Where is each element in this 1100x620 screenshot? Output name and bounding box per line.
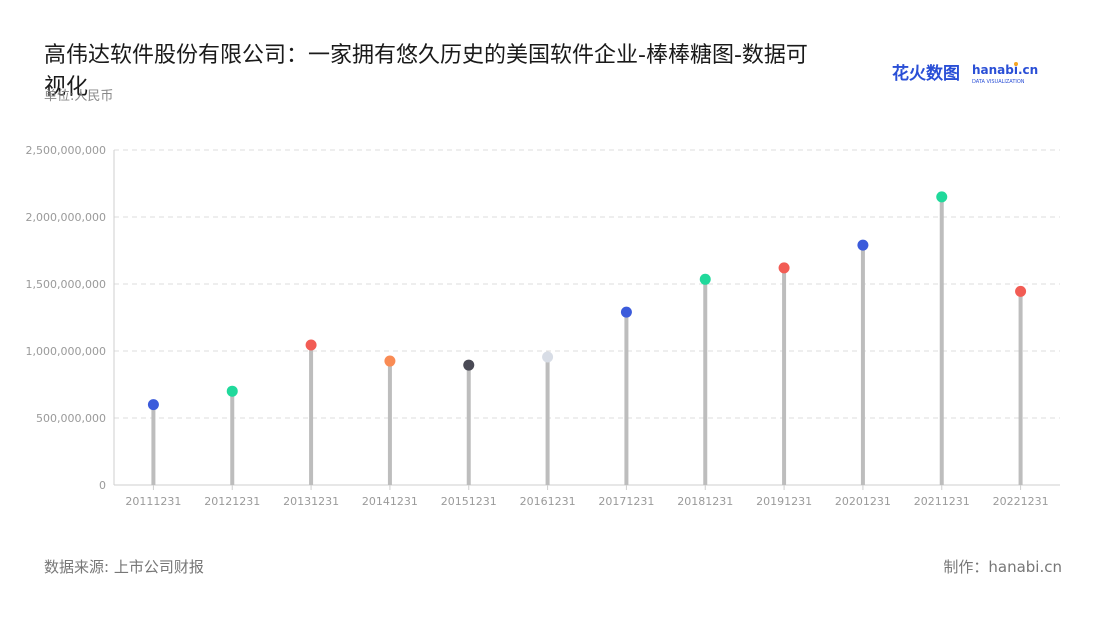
y-tick-label: 1,000,000,000	[26, 345, 106, 358]
x-tick-label: 20171231	[598, 495, 654, 508]
x-tick-label: 20161231	[520, 495, 576, 508]
lollipop-dot	[699, 273, 711, 285]
y-tick-label: 500,000,000	[36, 412, 106, 425]
data-source: 数据来源: 上市公司财报	[44, 558, 204, 576]
axis-layer: 0 500,000,000 1,000,000,000 1,500,000,000 2,…	[26, 144, 1060, 492]
x-tick-layer: 20111231 20121231 20131231 20141231 20151231…	[125, 485, 1049, 508]
y-tick-label: 0	[99, 479, 106, 492]
x-tick-label: 20221231	[993, 495, 1049, 508]
lollipop-dot	[226, 385, 238, 397]
dot-layer	[147, 191, 1027, 411]
x-tick-label: 20141231	[362, 495, 418, 508]
stem-layer	[151, 196, 1023, 485]
x-tick-label: 20151231	[441, 495, 497, 508]
x-tick-label: 20201231	[835, 495, 891, 508]
x-tick-label: 20111231	[125, 495, 181, 508]
lollipop-dot	[384, 355, 396, 367]
x-tick-label: 20191231	[756, 495, 812, 508]
lollipop-dot	[857, 239, 869, 251]
lollipop-dot	[147, 399, 159, 411]
logo-cn-text: 花火数图	[892, 63, 960, 84]
lollipop-dot	[305, 339, 317, 351]
unit-label: 单位:人民币	[44, 89, 114, 104]
grid-layer	[114, 149, 1060, 419]
x-tick-label: 20181231	[677, 495, 733, 508]
x-tick-label: 20131231	[283, 495, 339, 508]
y-tick-label: 1,500,000,000	[26, 278, 106, 291]
lollipop-dot	[620, 306, 632, 318]
hanabi-logo: 花火数图 hanabi.cn DATA VISUALIZATION	[892, 62, 1038, 85]
credit-label: 制作：hanabi.cn	[943, 558, 1062, 576]
lollipop-dot	[542, 351, 554, 363]
logo-sub-text: DATA VISUALIZATION	[972, 79, 1025, 85]
logo-en-text: hanabi.cn	[972, 63, 1038, 77]
logo-spark-icon	[1014, 62, 1018, 66]
y-tick-label: 2,500,000,000	[26, 144, 106, 157]
x-tick-label: 20121231	[204, 495, 260, 508]
lollipop-dot	[1015, 285, 1027, 297]
y-tick-label: 2,000,000,000	[26, 211, 106, 224]
page-title: 高伟达软件股份有限公司：一家拥有悠久历史的美国软件企业-棒棒糖图-数据可视化	[44, 43, 808, 100]
lollipop-dot	[778, 262, 790, 274]
x-tick-label: 20211231	[914, 495, 970, 508]
lollipop-dot	[463, 359, 475, 371]
lollipop-dot	[936, 191, 948, 203]
